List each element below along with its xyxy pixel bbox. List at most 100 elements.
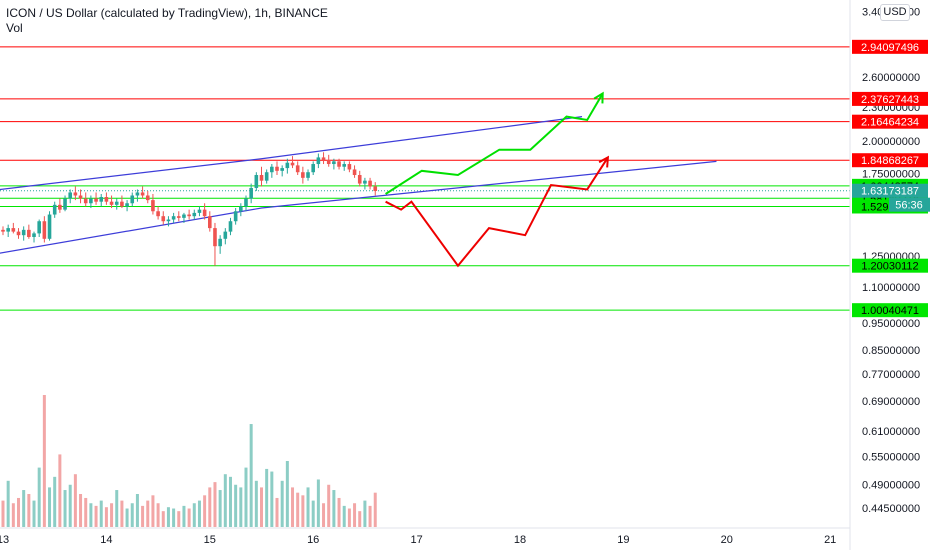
volume-bar <box>197 500 201 527</box>
price-axis[interactable]: 3.400000002.600000002.300000002.00000000… <box>849 0 920 550</box>
candle-body <box>332 161 336 165</box>
volume-bar <box>120 500 124 527</box>
volume-bar <box>208 487 212 527</box>
candle-body <box>171 216 176 220</box>
candle-body <box>228 221 233 232</box>
volume-bar <box>275 497 279 527</box>
volume-bar <box>130 503 134 527</box>
candle-body <box>306 172 310 178</box>
volume-bar <box>37 467 41 527</box>
candle-body <box>99 197 104 202</box>
volume-bar <box>368 505 372 527</box>
volume-bar <box>249 424 253 527</box>
volume-bar <box>291 487 295 527</box>
candle-body <box>52 204 57 215</box>
candle-body <box>275 166 279 171</box>
volume-bar <box>265 468 269 527</box>
y-tick-label: 0.69000000 <box>862 396 920 408</box>
countdown-tag <box>889 197 930 212</box>
x-tick-label: 21 <box>824 534 836 546</box>
bullish-projection-arrowhead <box>593 91 604 104</box>
bullish-projection <box>385 92 604 195</box>
volume-bar <box>17 497 21 527</box>
candle-body <box>182 214 186 218</box>
volume-bar <box>327 484 331 527</box>
volume-bar <box>296 492 300 527</box>
candle-body <box>311 164 315 173</box>
candle-body <box>326 160 331 165</box>
volume-bar <box>89 503 93 527</box>
y-tick-label: 2.60000000 <box>862 72 920 84</box>
candle-body <box>11 228 16 232</box>
candle-body <box>125 203 129 207</box>
y-tick-label: 0.61000000 <box>862 426 920 438</box>
price-tags: 2.94097496 2.37627443 2.16464234 1.84868267… <box>852 39 930 318</box>
channel-upper-line <box>0 116 583 191</box>
symbol-title: ICON / US Dollar (calculated by TradingV… <box>6 6 328 20</box>
candle-body <box>249 187 253 199</box>
volume-bar <box>285 461 289 527</box>
bearish-projection <box>385 156 609 268</box>
volume-bar <box>135 494 139 527</box>
candle-body <box>145 195 150 201</box>
volume-bar <box>239 487 243 527</box>
candle-body <box>218 238 222 247</box>
candle-body <box>47 214 52 239</box>
candle-body <box>233 211 238 222</box>
candle-body <box>114 201 119 205</box>
candle-body <box>368 180 372 187</box>
volume-bar <box>99 500 103 527</box>
y-tick-label: 0.55000000 <box>862 451 920 463</box>
x-tick-label: 13 <box>0 534 9 546</box>
candle-body <box>285 162 290 169</box>
volume-bar <box>110 503 114 527</box>
candlesticks <box>1 152 378 266</box>
level-tag <box>852 303 928 318</box>
x-tick-label: 16 <box>307 534 319 546</box>
candle-body <box>202 209 207 217</box>
level-tag <box>852 153 928 168</box>
currency-button[interactable]: USD <box>880 4 910 21</box>
volume-bar <box>301 495 305 527</box>
bearish-projection-arrowhead <box>598 155 610 168</box>
x-tick-label: 19 <box>617 534 629 546</box>
candle-body <box>280 168 284 171</box>
volume-bar <box>342 505 346 527</box>
volume-bar <box>1 500 5 527</box>
volume-bar <box>11 503 15 527</box>
candle-body <box>264 172 269 181</box>
volume-bar <box>166 507 170 527</box>
level-tag-label: 1.84868267 <box>861 155 919 167</box>
candle-body <box>342 164 347 167</box>
candle-body <box>347 164 352 170</box>
candle-body <box>73 192 78 196</box>
volume-bar <box>373 492 377 527</box>
horizontal-levels[interactable] <box>0 46 850 311</box>
volume-bar <box>254 480 258 527</box>
candle-body <box>42 221 47 239</box>
level-tag <box>852 39 928 54</box>
x-tick-label: 15 <box>204 534 216 546</box>
volume-bar <box>353 503 357 527</box>
volume-bar <box>161 511 165 527</box>
candle-body <box>213 228 217 247</box>
volume-bar <box>192 503 196 527</box>
candle-body <box>187 214 191 217</box>
volume-bar <box>73 474 77 527</box>
candle-body <box>352 169 357 176</box>
candle-body <box>130 195 135 204</box>
volume-bar <box>270 471 274 527</box>
time-axis[interactable]: 13 14 15 16 17 18 19 20 21 <box>0 527 850 546</box>
volume-bar <box>58 454 62 527</box>
candle-body <box>1 229 5 232</box>
volume-bar <box>332 490 336 527</box>
candle-body <box>166 219 171 222</box>
candle-body <box>32 233 36 237</box>
y-tick-label: 1.10000000 <box>862 282 920 294</box>
projection-paths[interactable] <box>385 91 610 268</box>
level-tag-label: 2.16464234 <box>861 117 919 129</box>
volume-bar <box>146 500 150 527</box>
candle-body <box>316 157 321 165</box>
price-channel[interactable] <box>0 116 717 260</box>
